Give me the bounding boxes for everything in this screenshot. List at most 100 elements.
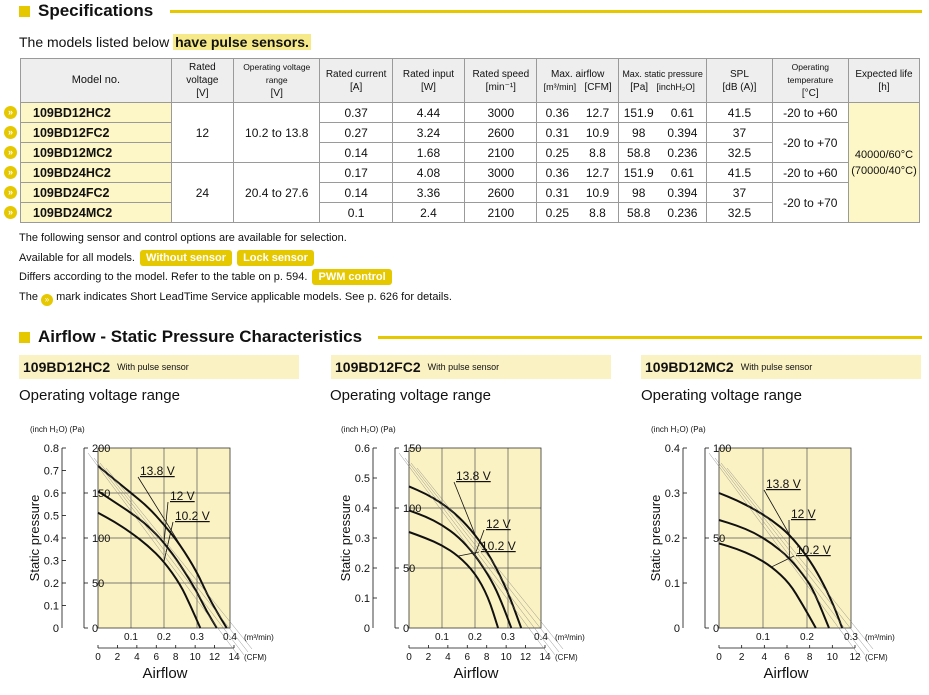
inch-tick-label: 0: [674, 623, 680, 635]
input-cell: 4.44: [391, 102, 466, 123]
op-voltage-label: Operating voltage range: [330, 387, 491, 404]
cfm-tick-label: 6: [154, 652, 160, 663]
cfm-tick-label: 12: [209, 652, 221, 663]
cfm-tick-label: 0: [95, 652, 101, 663]
series-label: 12 V: [170, 489, 195, 503]
spl-cell: 41.5: [706, 102, 773, 123]
short-leadtime-icon: »: [4, 106, 17, 119]
model-cell[interactable]: » 109BD24HC2: [4, 162, 172, 183]
label-leader: [163, 501, 169, 543]
model-cell[interactable]: » 109BD12FC2: [4, 122, 172, 143]
table-row: » 109BD12FC2 0.27 3.24 2600 0.31 10.9 98 …: [4, 122, 920, 163]
pa-tick-label: 200: [92, 443, 110, 455]
subtitle-prefix: The models listed below: [19, 34, 170, 50]
section-rule: [170, 10, 922, 13]
cfm-tick-label: 8: [484, 652, 490, 663]
panel-model: 109BD12MC2: [645, 359, 734, 375]
m3-tick-label: 0.4: [534, 632, 548, 643]
pressure-pa-cell: 151.9: [617, 102, 659, 123]
impedance-line: [410, 462, 560, 653]
cfm-tick-label: 2: [115, 652, 121, 663]
pa-tick-label: 0: [403, 623, 409, 635]
airflow-cfm-cell: 10.9: [577, 122, 619, 143]
plot-frame: [97, 447, 231, 629]
header-model: Model no.: [20, 58, 172, 103]
m3-tick-label: 0.1: [756, 632, 770, 643]
inch-tick-label: 0: [53, 623, 59, 635]
inch-tick-label: 0.4: [44, 533, 59, 545]
impedance-line: [726, 467, 874, 650]
note-line: The following sensor and control options…: [19, 232, 347, 244]
m3-tick-label: 0.1: [124, 632, 138, 643]
series-label: 10.2 V: [796, 543, 831, 557]
life-cell: 40000/60°C (70000/40°C): [847, 102, 921, 223]
series-line: [718, 542, 817, 629]
y-axis-title: Static pressure: [338, 495, 353, 582]
without-sensor-badge[interactable]: Without sensor: [140, 249, 232, 266]
header-airflow: Max. airflow [m³/min] [CFM]: [536, 58, 619, 103]
speed-cell: 3000: [464, 102, 538, 123]
m3-tick-label: 0.4: [223, 632, 237, 643]
label-leader: [763, 489, 790, 535]
panel-sensor-note: With pulse sensor: [117, 362, 189, 372]
header-life: Expected life [h]: [847, 58, 921, 103]
inch-tick-label: 0.5: [44, 511, 59, 523]
pa-tick-label: 50: [713, 533, 725, 545]
pa-tick-label: 0: [92, 623, 98, 635]
impedance-line: [720, 462, 870, 653]
spl-cell: 32.5: [706, 202, 773, 223]
input-cell: 4.08: [391, 162, 466, 183]
rated-voltage-cell: 24: [170, 162, 235, 223]
specifications-header: Specifications: [19, 0, 153, 22]
header-input: Rated input [W]: [391, 58, 466, 103]
inch-tick-label: 0.1: [44, 601, 59, 613]
x-unit-bottom: (CFM): [865, 653, 888, 662]
series-label: 13.8 V: [766, 477, 801, 491]
cfm-tick-label: 6: [465, 652, 471, 663]
section-rule: [378, 336, 922, 339]
input-cell: 2.4: [391, 202, 466, 223]
airflow-cfm-cell: 12.7: [577, 162, 619, 183]
short-leadtime-icon: »: [4, 166, 17, 179]
model-cell[interactable]: » 109BD12HC2: [4, 102, 172, 123]
speed-cell: 2600: [464, 182, 538, 203]
current-cell: 0.37: [319, 102, 393, 123]
pressure-inch-cell: 0.61: [658, 102, 708, 123]
pressure-inch-cell: 0.236: [658, 142, 708, 163]
cfm-tick-label: 10: [501, 652, 513, 663]
y-unit-label: (inch H₂O) (Pa): [651, 425, 706, 434]
pa-tick-label: 100: [92, 533, 110, 545]
speed-cell: 2600: [464, 122, 538, 143]
short-leadtime-icon: »: [4, 126, 17, 139]
x-unit-bottom: (CFM): [244, 653, 267, 662]
pa-tick-label: 50: [403, 563, 415, 575]
model-cell[interactable]: » 109BD12MC2: [4, 142, 172, 163]
inch-tick-label: 0.2: [355, 563, 370, 575]
current-cell: 0.14: [319, 182, 393, 203]
series-line: [97, 465, 228, 629]
label-leader: [163, 521, 174, 562]
header-rated-voltage: Rated voltage [V]: [170, 58, 235, 103]
op-voltage-cell: 10.2 to 13.8: [233, 102, 321, 163]
inch-tick-label: 0.3: [44, 556, 59, 568]
speed-cell: 3000: [464, 162, 538, 183]
model-cell[interactable]: » 109BD24MC2: [4, 202, 172, 223]
cfm-tick-label: 2: [739, 652, 745, 663]
airflow-cfm-cell: 8.8: [577, 202, 619, 223]
inch-tick-label: 0.2: [44, 578, 59, 590]
pwm-control-badge[interactable]: PWM control: [312, 269, 392, 285]
input-cell: 1.68: [391, 142, 466, 163]
impedance-line: [93, 457, 245, 656]
m3-tick-label: 0.2: [468, 632, 482, 643]
pressure-pa-cell: 98: [617, 122, 659, 143]
model-cell[interactable]: » 109BD24FC2: [4, 182, 172, 203]
subtitle-highlight: have pulse sensors.: [173, 34, 311, 50]
y-axis-title: Static pressure: [648, 495, 663, 582]
m3-tick-label: 0.3: [190, 632, 204, 643]
panel-sensor-note: With pulse sensor: [427, 362, 500, 372]
series-line: [718, 519, 830, 629]
airflow-m3-cell: 0.31: [536, 182, 578, 203]
cfm-tick-label: 10: [190, 652, 202, 663]
note-line: Available for all models. Without sensor…: [19, 249, 452, 269]
lock-sensor-badge[interactable]: Lock sensor: [237, 249, 314, 266]
